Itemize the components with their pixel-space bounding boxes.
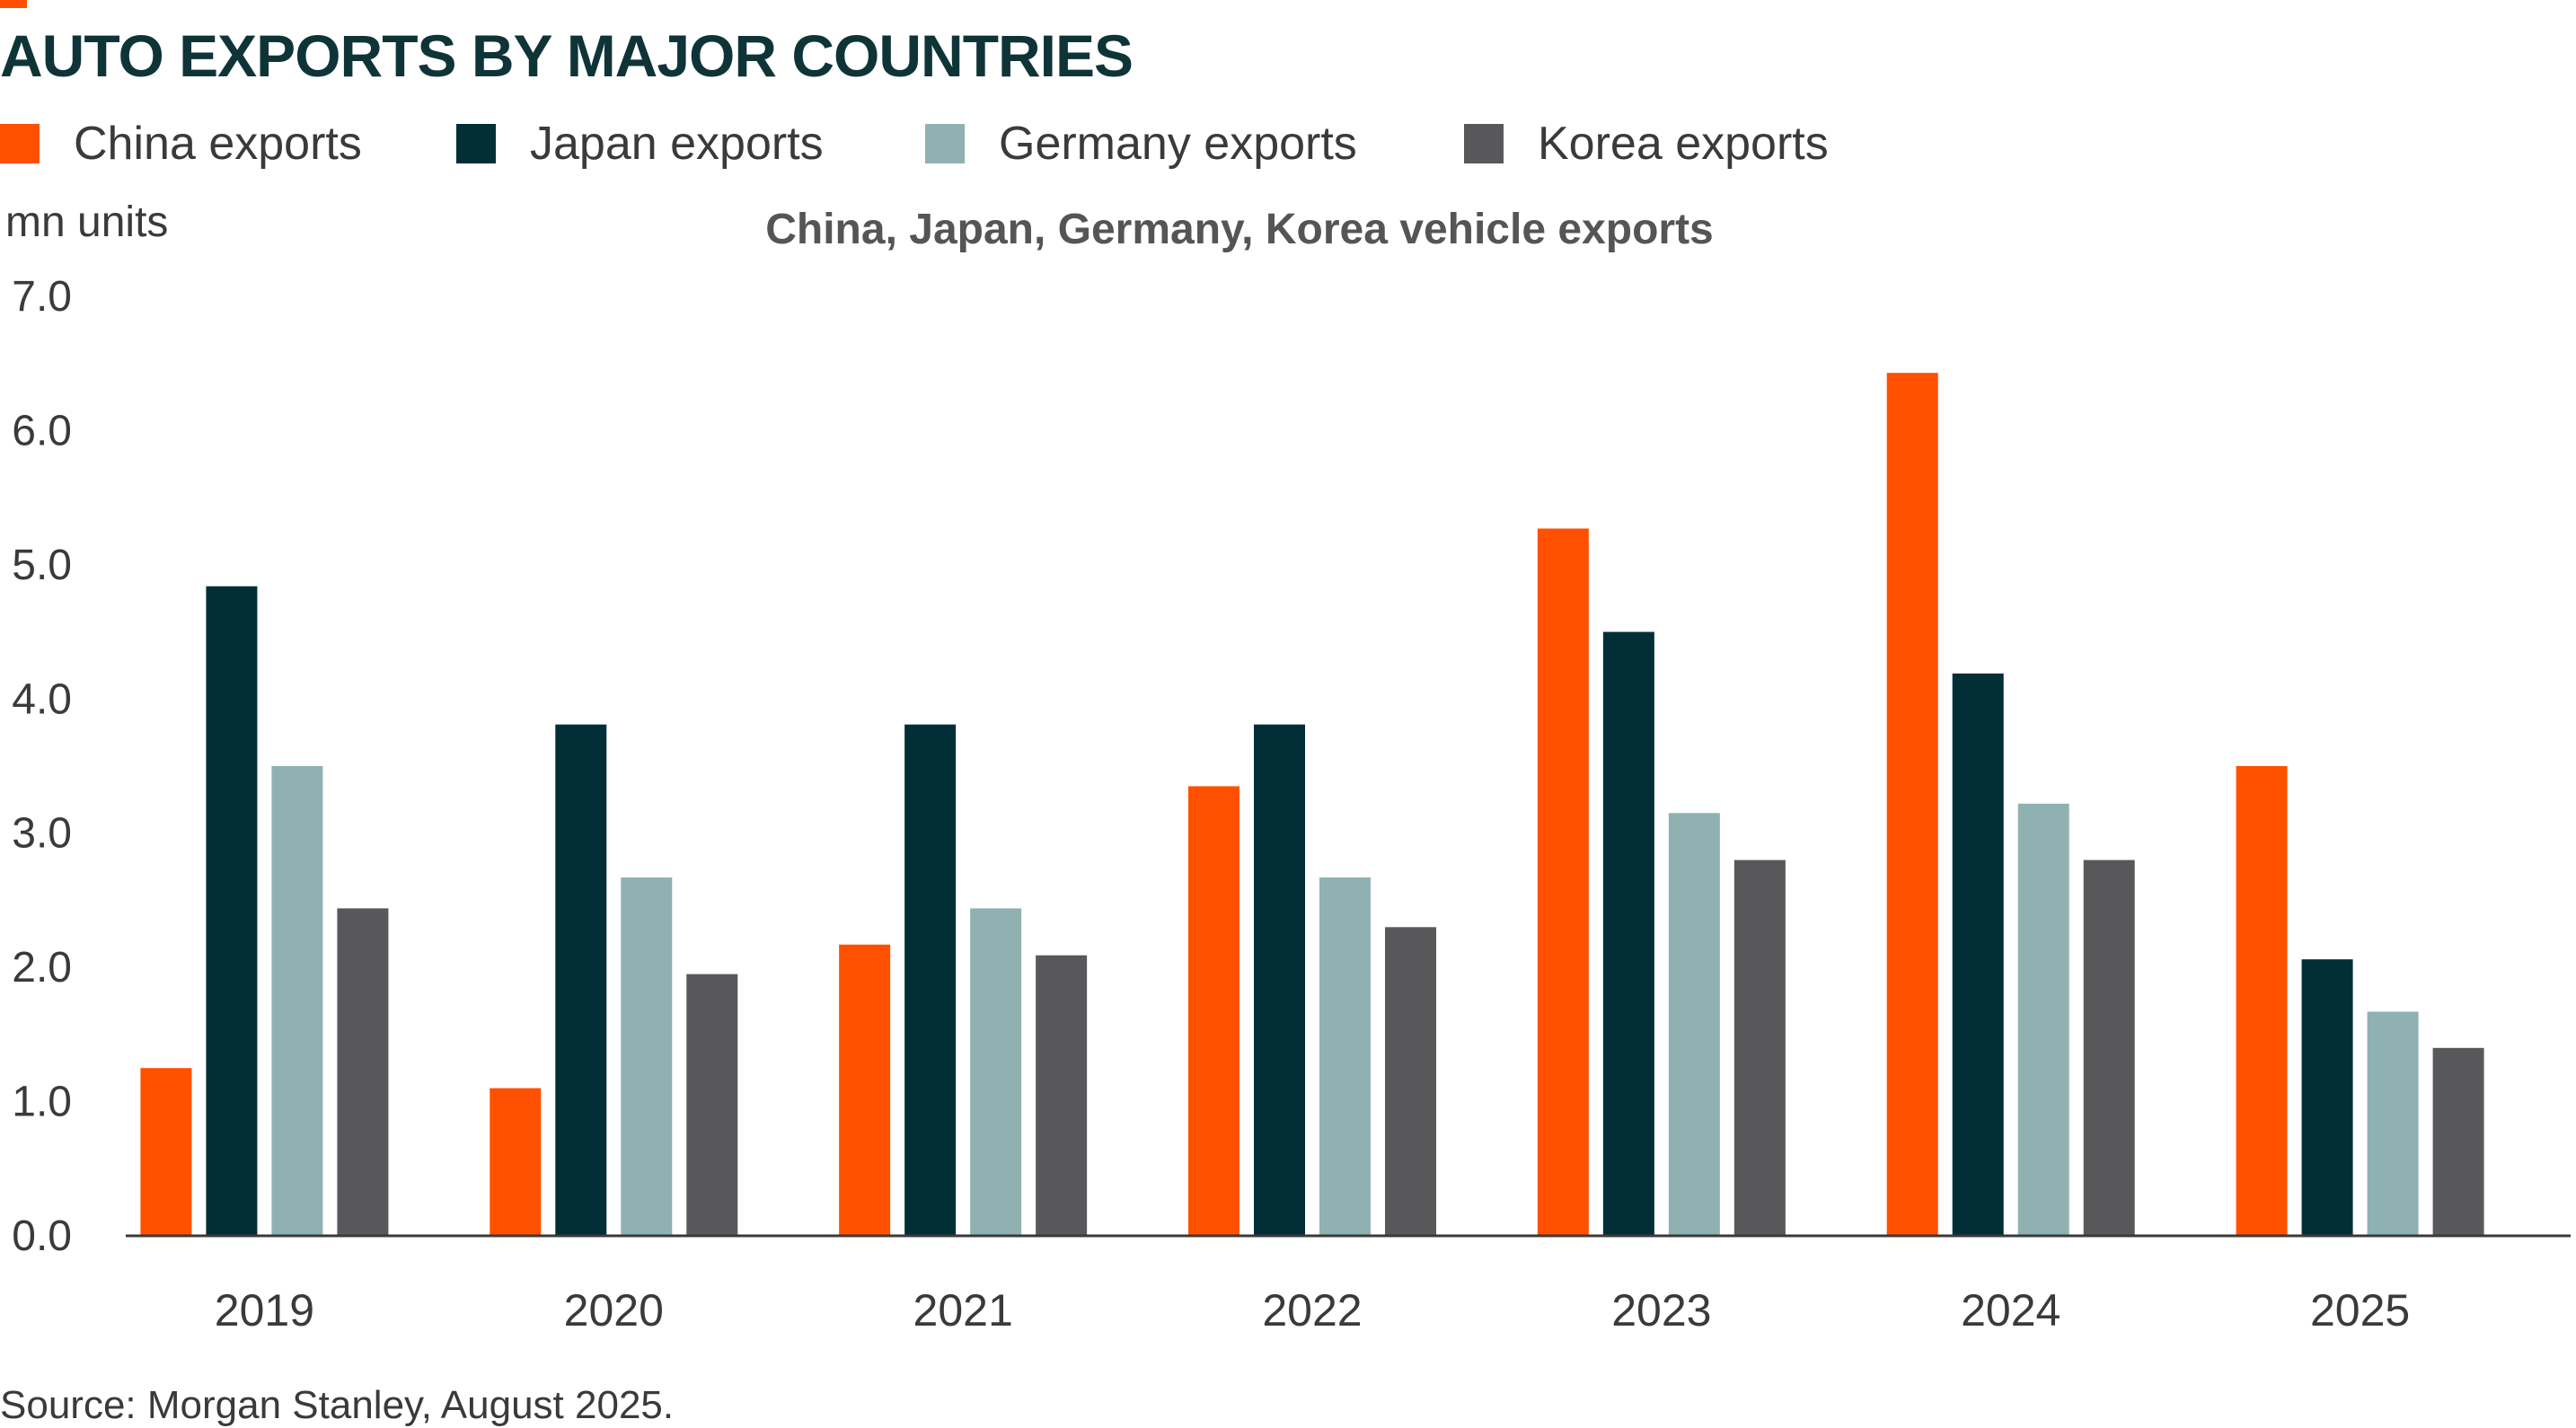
y-axis-unit-label: mn units	[5, 198, 169, 246]
y-tick-label: 3.0	[12, 810, 72, 858]
bar-germany-2023	[1668, 813, 1720, 1236]
y-tick-label: 1.0	[12, 1079, 72, 1126]
legend-swatch-japan	[456, 124, 496, 163]
bar-korea-2024	[2083, 859, 2135, 1236]
bar-korea-2020	[686, 974, 738, 1236]
y-tick-label: 4.0	[12, 675, 72, 723]
legend-swatch-korea	[1464, 124, 1504, 163]
legend-item-china: China exports	[0, 115, 362, 172]
x-tick-label: 2023	[1611, 1285, 1711, 1335]
bar-japan-2020	[555, 724, 607, 1236]
legend-label-china: China exports	[74, 118, 362, 170]
bar-china-2025	[2236, 766, 2288, 1236]
bar-korea-2022	[1385, 927, 1436, 1236]
x-tick-label: 2022	[1262, 1285, 1362, 1335]
chart-subtitle: China, Japan, Germany, Korea vehicle exp…	[765, 206, 1714, 253]
legend-label-korea: Korea exports	[1538, 118, 1829, 170]
y-tick-label: 6.0	[12, 407, 72, 454]
legend-item-korea: Korea exports	[1464, 115, 1829, 172]
legend: China exports Japan exports Germany expo…	[0, 115, 1940, 172]
legend-swatch-germany	[925, 124, 965, 163]
bar-japan-2025	[2301, 959, 2353, 1236]
bar-japan-2019	[206, 586, 258, 1236]
bar-china-2019	[140, 1068, 192, 1236]
bar-korea-2025	[2432, 1047, 2484, 1236]
bar-germany-2021	[970, 908, 1022, 1236]
legend-item-germany: Germany exports	[925, 115, 1357, 172]
bar-korea-2021	[1036, 955, 1088, 1236]
bar-china-2023	[1537, 528, 1589, 1236]
x-tick-label: 2024	[1961, 1285, 2060, 1335]
bar-japan-2023	[1602, 631, 1654, 1236]
chart-title: AUTO EXPORTS BY MAJOR COUNTRIES	[0, 22, 1134, 89]
x-tick-label: 2025	[2310, 1285, 2410, 1335]
bar-japan-2022	[1254, 724, 1305, 1236]
x-tick-label: 2019	[215, 1285, 314, 1335]
bar-china-2022	[1188, 786, 1239, 1236]
bar-japan-2021	[904, 724, 957, 1236]
x-tick-label: 2021	[913, 1285, 1013, 1335]
legend-swatch-china	[0, 124, 40, 163]
x-tick-label: 2020	[564, 1285, 664, 1335]
legend-item-japan: Japan exports	[456, 115, 824, 172]
bar-korea-2019	[337, 908, 389, 1236]
bar-china-2020	[490, 1088, 542, 1236]
y-tick-label: 2.0	[12, 944, 72, 992]
y-tick-label: 7.0	[12, 273, 72, 321]
bar-korea-2023	[1734, 859, 1786, 1236]
bar-germany-2024	[2017, 803, 2069, 1236]
legend-label-japan: Japan exports	[530, 118, 824, 170]
bar-japan-2024	[1952, 673, 2004, 1236]
source-note: Source: Morgan Stanley, August 2025.	[0, 1383, 675, 1427]
bar-china-2021	[839, 944, 891, 1236]
y-tick-label: 0.0	[12, 1212, 72, 1260]
bar-germany-2019	[271, 766, 323, 1236]
bar-germany-2025	[2367, 1011, 2419, 1236]
legend-label-germany: Germany exports	[999, 118, 1357, 170]
bar-germany-2022	[1319, 877, 1371, 1236]
bar-china-2024	[1886, 373, 1938, 1236]
y-tick-label: 5.0	[12, 542, 72, 589]
title-accent-bar	[0, 0, 27, 8]
bar-germany-2020	[621, 877, 673, 1236]
